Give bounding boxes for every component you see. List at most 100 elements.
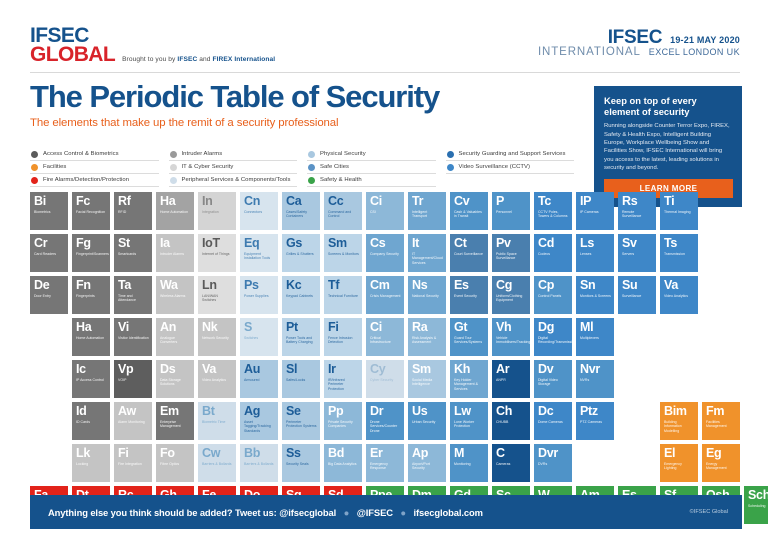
element-cell-sn[interactable]: Sn Monitors & Screens <box>576 276 614 314</box>
element-cell-lk[interactable]: Lk Locking <box>72 444 110 482</box>
element-cell-fm[interactable]: Fm Facilities Management <box>702 402 740 440</box>
element-cell-vh[interactable]: Vh Vehicle Immobilisers/Tracking <box>492 318 530 356</box>
element-cell-va[interactable]: Va Video Analytics <box>660 276 698 314</box>
element-cell-fg[interactable]: Fg Fingerprint/Scanners <box>72 234 110 272</box>
legend-item[interactable]: IT & Cyber Security <box>168 161 297 174</box>
element-cell-dvr[interactable]: Dvr DVRs <box>534 444 572 482</box>
element-cell-ls[interactable]: Ls Lenses <box>576 234 614 272</box>
element-cell-ds[interactable]: Ds Data Storage Solutions <box>156 360 194 398</box>
legend-item[interactable]: Physical Security <box>307 148 436 161</box>
element-cell-it[interactable]: It IT Management/Cloud Services <box>408 234 446 272</box>
element-cell-ti[interactable]: Ti Thermal Imaging <box>660 192 698 230</box>
element-cell-au[interactable]: Au Armoured <box>240 360 278 398</box>
element-cell-cd[interactable]: Cd Codecs <box>534 234 572 272</box>
element-cell-id[interactable]: Id ID Cards <box>72 402 110 440</box>
element-cell-ap[interactable]: Ap Airport/Port Security <box>408 444 446 482</box>
legend-item[interactable]: Video Surveillance (CCTV) <box>445 161 574 174</box>
element-cell-ir[interactable]: Ir IR/Infrared Perimeter Protection <box>324 360 362 398</box>
element-cell-dr[interactable]: Dr Drone Services/Counter Drone <box>366 402 404 440</box>
element-cell-el[interactable]: El Emergency Lighting <box>660 444 698 482</box>
element-cell-ch[interactable]: Ch CHUBB <box>492 402 530 440</box>
element-cell-dc[interactable]: Dc Dome Cameras <box>534 402 572 440</box>
element-cell-cw[interactable]: Cw Barriers & Bollards <box>198 444 236 482</box>
legend-item[interactable]: Access Control & Biometrics <box>30 148 159 161</box>
element-cell-ptz[interactable]: Ptz PTZ Cameras <box>576 402 614 440</box>
element-cell-ha[interactable]: Ha Home Automation <box>156 192 194 230</box>
element-cell-de[interactable]: De Door Entry <box>30 276 68 314</box>
element-cell-ln[interactable]: Ln LAN/WAN Switches <box>198 276 236 314</box>
legend-item[interactable]: Fire Alarms/Detection/Protection <box>30 174 159 187</box>
element-cell-aw[interactable]: Aw Alarm Monitoring <box>114 402 152 440</box>
element-cell-er[interactable]: Er Emergency Response <box>366 444 404 482</box>
element-cell-rf[interactable]: Rf RFID <box>114 192 152 230</box>
element-cell-bb[interactable]: Bb Barriers & Bollards <box>240 444 278 482</box>
element-cell-ip[interactable]: IP IP Cameras <box>576 192 614 230</box>
element-cell-pv[interactable]: Pv Public Space Surveillance <box>492 234 530 272</box>
element-cell-em[interactable]: Em Enterprise Management <box>156 402 194 440</box>
element-cell-cy[interactable]: Cy Cyber Security <box>366 360 404 398</box>
legend-item[interactable]: Peripheral Services & Components/Tools <box>168 174 297 187</box>
element-cell-an[interactable]: An Analogue Converters <box>156 318 194 356</box>
element-cell-vp[interactable]: Vp VOIP <box>114 360 152 398</box>
element-cell-iot[interactable]: IoT Internet of Things <box>198 234 236 272</box>
element-cell-pp[interactable]: Pp Private Security Companies <box>324 402 362 440</box>
element-cell-gs[interactable]: Gs Grilles & Shutters <box>282 234 320 272</box>
element-cell-su[interactable]: Su Surveillance <box>618 276 656 314</box>
website-link[interactable]: ifsecglobal.com <box>413 506 483 518</box>
element-cell-vi[interactable]: Vi Visitor Identification <box>114 318 152 356</box>
element-cell-cr[interactable]: Cr Card Readers <box>30 234 68 272</box>
element-cell-p[interactable]: P Personnel <box>492 192 530 230</box>
element-cell-fi[interactable]: Fi Fire Integration <box>114 444 152 482</box>
element-cell-nk[interactable]: Nk Network Security <box>198 318 236 356</box>
element-cell-bd[interactable]: Bd Big Data Analytics <box>324 444 362 482</box>
element-cell-cp[interactable]: Cp Control Panels <box>534 276 572 314</box>
element-cell-eq[interactable]: Eq Equipment Installation Tools <box>240 234 278 272</box>
element-cell-kc[interactable]: Kc Keypad Cabinets <box>282 276 320 314</box>
element-cell-st[interactable]: St Smartcards <box>114 234 152 272</box>
element-cell-kh[interactable]: Kh Key Holder Management & Services <box>450 360 488 398</box>
element-cell-ia[interactable]: Ia Intruder Alarms <box>156 234 194 272</box>
element-cell-ca[interactable]: Ca Cases/Safety Containers <box>282 192 320 230</box>
element-cell-cg[interactable]: Cg Uniform/Clothing Equipment <box>492 276 530 314</box>
element-cell-bt[interactable]: Bt Biometric Time <box>198 402 236 440</box>
element-cell-ag[interactable]: Ag Asset Tagging/Tracking Standards <box>240 402 278 440</box>
legend-item[interactable]: Intruder Alarms <box>168 148 297 161</box>
element-cell-ic[interactable]: Ic IP Access Control <box>72 360 110 398</box>
legend-item[interactable]: Security Guarding and Support Services <box>445 148 574 161</box>
element-cell-cm[interactable]: Cm Crisis Management <box>366 276 404 314</box>
element-cell-dv[interactable]: Dv Digital Video Storage <box>534 360 572 398</box>
element-cell-ns[interactable]: Ns National Security <box>408 276 446 314</box>
element-cell-nvr[interactable]: Nvr NVRs <box>576 360 614 398</box>
element-cell-fn[interactable]: Fn Fingerprints <box>72 276 110 314</box>
element-cell-ps[interactable]: Ps Power Supplies <box>240 276 278 314</box>
element-cell-ci[interactable]: Ci CSI <box>366 192 404 230</box>
element-cell-pt[interactable]: Pt Power Tools and Battery Charging <box>282 318 320 356</box>
element-cell-tr[interactable]: Tr Intelligent Transport <box>408 192 446 230</box>
element-cell-sl[interactable]: Sl Safes/Locks <box>282 360 320 398</box>
element-cell-eg[interactable]: Eg Energy Management <box>702 444 740 482</box>
legend-item[interactable]: Facilities <box>30 161 159 174</box>
element-cell-ts[interactable]: Ts Transmission <box>660 234 698 272</box>
element-cell-tc[interactable]: Tc CCTV Poles, Towers & Columns <box>534 192 572 230</box>
element-cell-wa[interactable]: Wa Wireless Alarms <box>156 276 194 314</box>
element-cell-gt[interactable]: Gt Guard Tour Services/Systems <box>450 318 488 356</box>
legend-item[interactable]: Safe Cities <box>307 161 436 174</box>
element-cell-fc[interactable]: Fc Facial Recognition <box>72 192 110 230</box>
element-cell-us[interactable]: Us Urban Security <box>408 402 446 440</box>
element-cell-tf[interactable]: Tf Technical Furniture <box>324 276 362 314</box>
element-cell-sm[interactable]: Sm Social Media Intelligence <box>408 360 446 398</box>
element-cell-fi[interactable]: Fi Fence Intrusion Detection <box>324 318 362 356</box>
element-cell-ct[interactable]: Ct Court Surveillance <box>450 234 488 272</box>
element-cell-rs[interactable]: Rs Remote Surveillance <box>618 192 656 230</box>
element-cell-cv[interactable]: Cv Cash & Valuables in Transit <box>450 192 488 230</box>
element-cell-es[interactable]: Es Event Security <box>450 276 488 314</box>
element-cell-sm[interactable]: Sm Screens & Monitors <box>324 234 362 272</box>
legend-item[interactable]: Safety & Health <box>307 174 436 187</box>
element-cell-cs[interactable]: Cs Company Security <box>366 234 404 272</box>
element-cell-ha[interactable]: Ha Home Automation <box>72 318 110 356</box>
element-cell-ra[interactable]: Ra Risk Analysis & Assessment <box>408 318 446 356</box>
element-cell-ml[interactable]: Ml Multiplexers <box>576 318 614 356</box>
element-cell-s[interactable]: S Switches <box>240 318 278 356</box>
element-cell-bim[interactable]: Bim Building Information Modelling <box>660 402 698 440</box>
